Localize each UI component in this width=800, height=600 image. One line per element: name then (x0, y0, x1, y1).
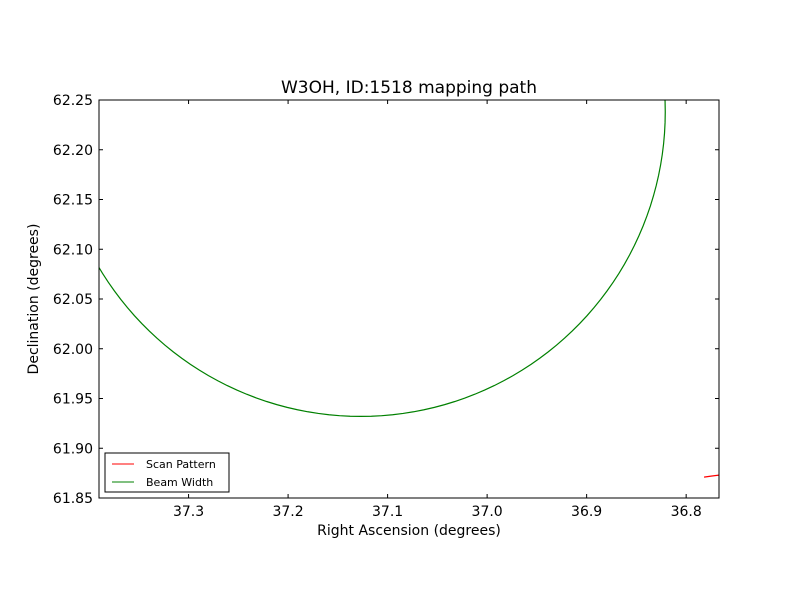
x-tick-label: 37.2 (272, 504, 303, 520)
y-tick-label: 62.10 (53, 242, 93, 258)
plot-area: 37.3 37.2 37.1 37.0 36.9 36.8 61.85 61.90 61.95 6… (53, 93, 720, 520)
y-tick-label: 62.25 (53, 93, 93, 109)
series-layer (99, 100, 719, 478)
y-tick-label: 62.15 (53, 193, 93, 209)
legend-box (104, 452, 230, 493)
series-scan-pattern-line (703, 474, 719, 478)
x-tick-label: 37.3 (173, 504, 204, 520)
y-tick-label: 61.85 (53, 491, 93, 507)
y-tick-label: 62.05 (53, 292, 93, 308)
y-axis-label: Declination (degrees) (26, 224, 42, 375)
y-tick-label: 62.00 (53, 342, 93, 358)
x-axis-label: Right Ascension (degrees) (317, 523, 501, 539)
x-tick-label: 36.8 (671, 504, 702, 520)
x-tick-label: 37.0 (472, 504, 503, 520)
y-tick-label: 61.95 (53, 392, 93, 408)
y-tick-label: 62.20 (53, 143, 93, 159)
plot-frame (98, 99, 720, 499)
y-tick-label: 61.90 (53, 441, 93, 457)
legend-label-beam-width: Beam Width (146, 476, 213, 489)
legend: Scan Pattern Beam Width (104, 452, 230, 493)
series-beam-width-line (99, 100, 666, 418)
x-tick-label: 36.9 (571, 504, 602, 520)
legend-label-scan-pattern: Scan Pattern (146, 458, 216, 471)
x-tick-label: 37.1 (372, 504, 403, 520)
ticks-layer: 37.3 37.2 37.1 37.0 36.9 36.8 61.85 61.90 61.95 6… (53, 93, 719, 520)
chart-title: W3OH, ID:1518 mapping path (281, 78, 537, 98)
